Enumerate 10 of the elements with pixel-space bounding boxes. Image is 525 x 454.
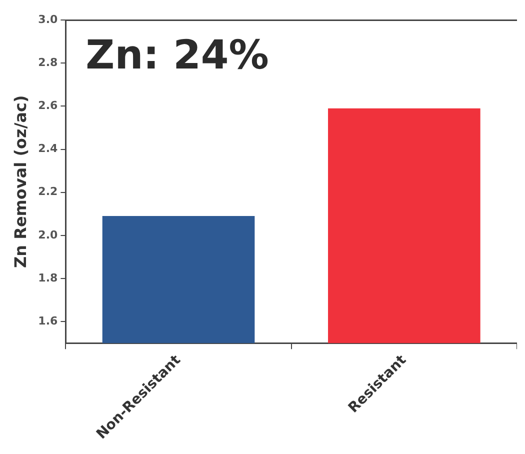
y-tick-label: 2.8 (38, 56, 58, 69)
y-tick-label: 1.8 (38, 271, 58, 284)
y-tick-label: 1.6 (38, 314, 58, 328)
y-tick-label: 2.4 (38, 142, 58, 156)
y-tick-label: 2.6 (38, 99, 58, 112)
y-tick-label: 2.2 (38, 185, 58, 198)
annotation: Zn: 24% (86, 32, 269, 78)
y-tick-label: 3.0 (38, 12, 58, 26)
y-axis-title: Zn Removal (oz/ac) (10, 95, 30, 268)
y-tick-label: 2.0 (38, 228, 58, 242)
